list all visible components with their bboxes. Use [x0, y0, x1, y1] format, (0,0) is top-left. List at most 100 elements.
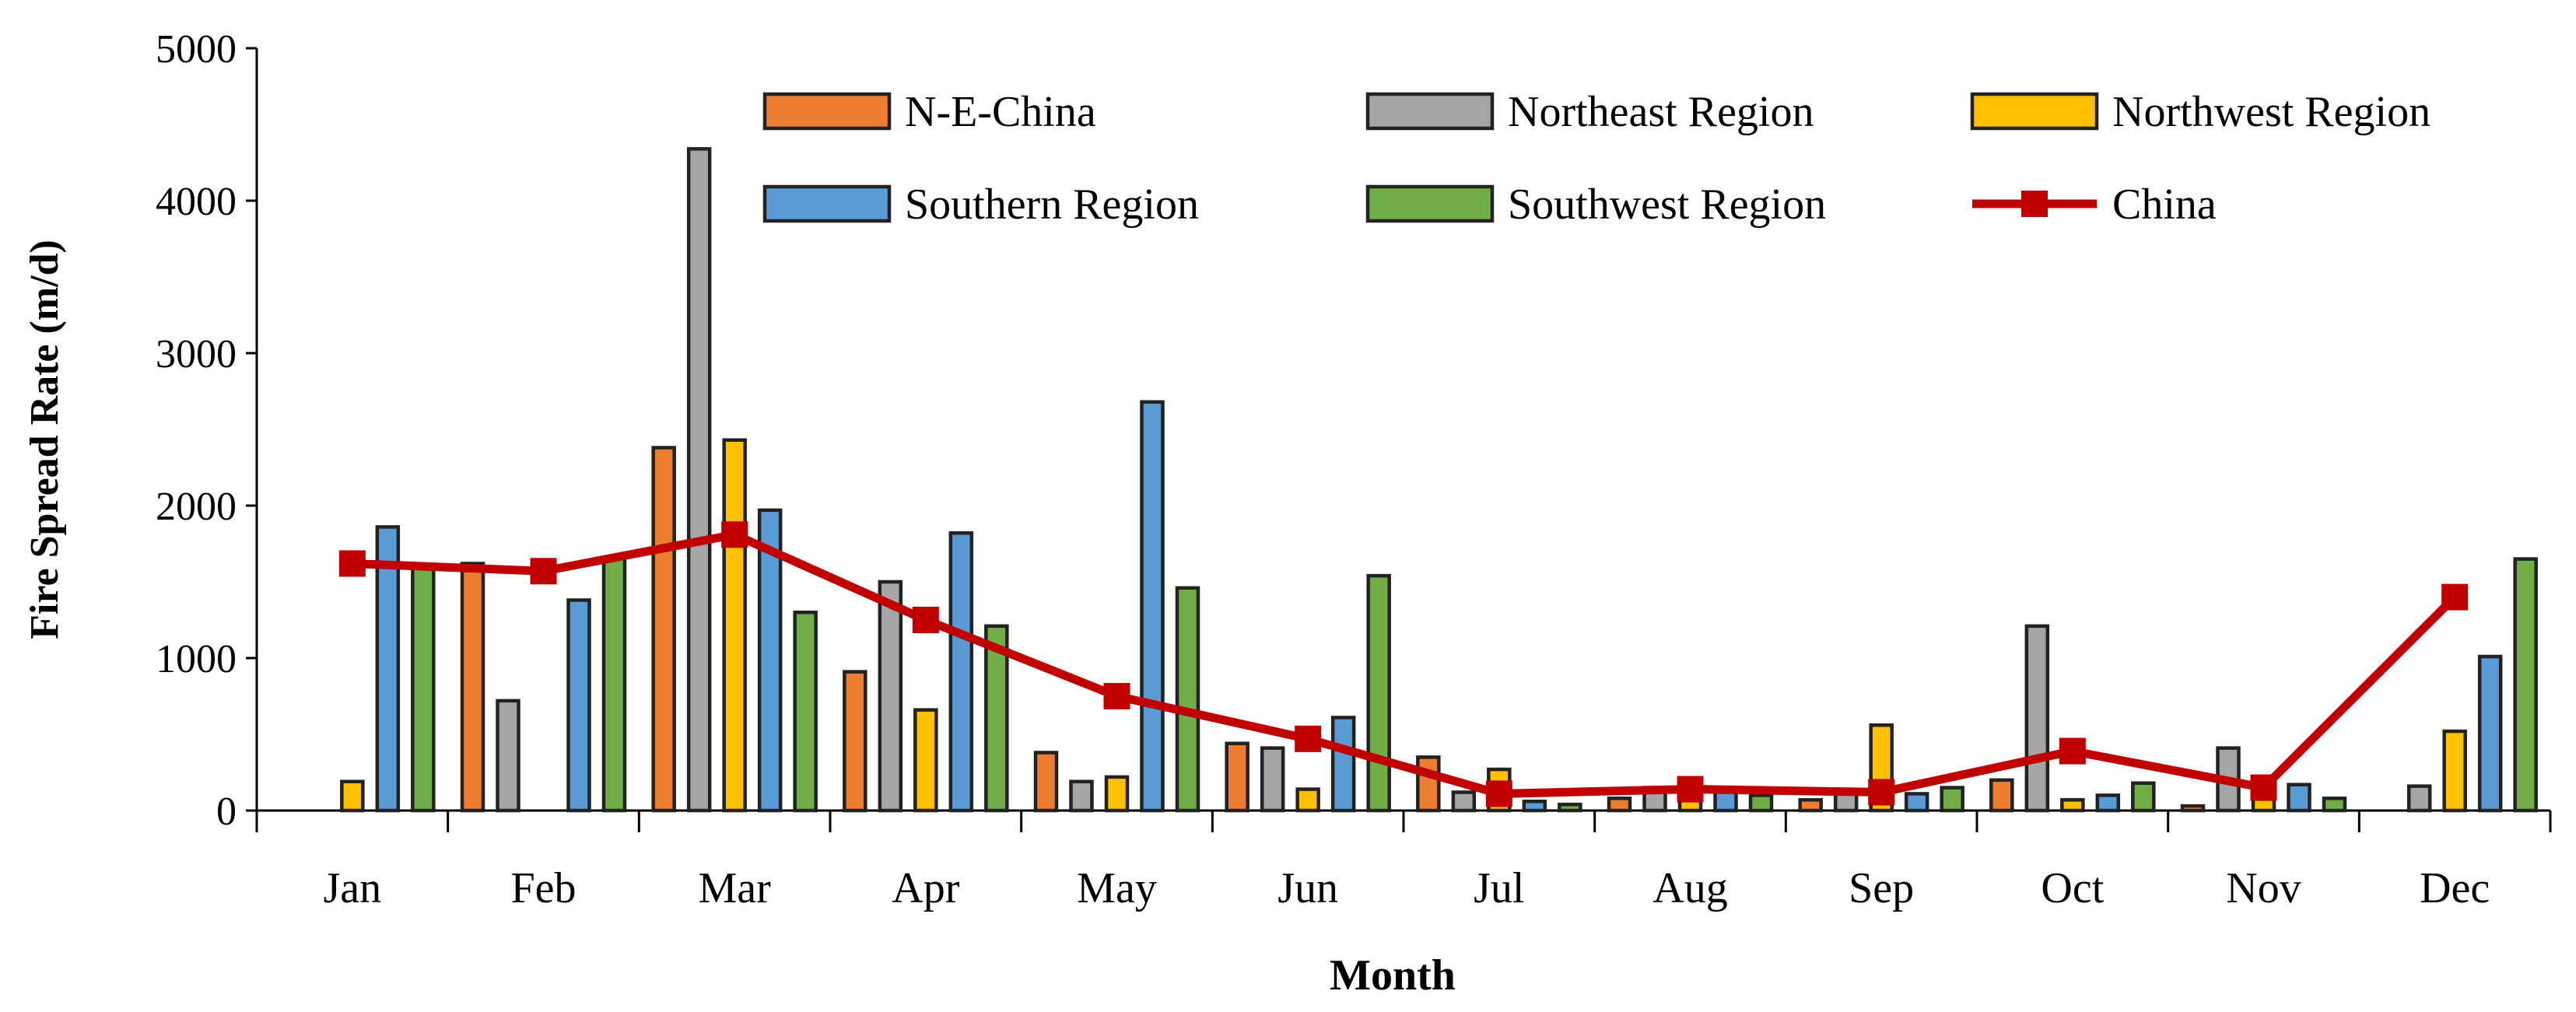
x-tick-label-mar: Mar: [699, 864, 772, 912]
marker-china-may: [1103, 683, 1130, 709]
marker-china-aug: [1677, 776, 1704, 803]
bar-n-e-china-mar: [651, 446, 676, 813]
x-axis-title: Month: [1330, 951, 1456, 1000]
y-tick-label: 4000: [156, 180, 237, 224]
bar-n-e-china-aug: [1607, 797, 1632, 813]
legend-item-northeast-region: Northeast Region: [1365, 88, 1814, 136]
bar-southwest-region-may: [1175, 586, 1200, 813]
series-n-e-china: [460, 446, 2206, 813]
series-southwest-region: [411, 555, 2538, 813]
marker-china-jan: [338, 550, 366, 577]
legend: N-E-China Northeast Region Northwest Regio…: [762, 88, 2431, 229]
bar-southern-region-dec: [2477, 654, 2503, 813]
bar-northwest-region-jan: [340, 779, 365, 813]
china-line-series: [338, 521, 2469, 807]
bar-n-e-china-nov: [2180, 804, 2206, 813]
bar-southern-region-nov: [2287, 783, 2311, 813]
marker-china-apr: [912, 607, 939, 633]
bar-southern-region-sep: [1904, 792, 1929, 813]
bar-southwest-region-aug: [1748, 793, 1774, 813]
x-tick-label-jun: Jun: [1277, 864, 1338, 912]
marker-china-jul: [1485, 780, 1512, 807]
x-tick-label-oct: Oct: [2041, 864, 2104, 912]
bar-northeast-region-oct: [2024, 624, 2050, 813]
y-axis-title: Fire Spread Rate (m/d): [23, 240, 67, 639]
bar-n-e-china-oct: [1989, 778, 2014, 813]
bar-southwest-region-oct: [2131, 781, 2156, 813]
bar-southern-region-jun: [1330, 716, 1356, 813]
x-tick-label-sep: Sep: [1849, 864, 1914, 912]
bar-northwest-region-apr: [913, 708, 938, 813]
marker-china-nov: [2250, 774, 2277, 801]
marker-china-dec: [2441, 583, 2469, 611]
bar-southwest-region-dec: [2513, 557, 2538, 813]
legend-swatch-northeast-region: [1365, 92, 1495, 131]
line-china: [352, 530, 2459, 798]
y-tick-label: 5000: [156, 27, 237, 72]
x-tick-label-feb: Feb: [511, 864, 577, 912]
legend-label-southern-region: Southern Region: [905, 180, 1199, 229]
marker-china-jun: [1295, 725, 1322, 752]
legend-label-china: China: [2112, 180, 2217, 229]
bar-northeast-region-jul: [1451, 790, 1477, 813]
bar-n-e-china-may: [1033, 751, 1059, 813]
bar-southern-region-mar: [757, 508, 783, 813]
bar-n-e-china-apr: [843, 670, 867, 813]
legend-marker-china: [2021, 191, 2048, 217]
bar-northeast-region-apr: [878, 580, 903, 813]
bar-northeast-region-dec: [2406, 784, 2432, 813]
legend-swatch-southern-region: [762, 184, 892, 223]
bar-n-e-china-sep: [1798, 798, 1823, 813]
marker-china-sep: [1868, 779, 1895, 806]
legend-label-northeast-region: Northeast Region: [1508, 88, 1814, 136]
legend-swatch-southwest-region: [1365, 184, 1495, 223]
legend-item-n-e-china: N-E-China: [762, 88, 1096, 136]
bar-southern-region-apr: [948, 531, 974, 813]
bar-southwest-region-jul: [1558, 802, 1582, 813]
bar-series: [340, 147, 2538, 813]
marker-china-oct: [2059, 737, 2086, 765]
y-tick-label: 2000: [156, 485, 237, 529]
bar-southern-region-oct: [2095, 793, 2121, 813]
bar-southwest-region-nov: [2322, 797, 2347, 813]
legend-item-southern-region: Southern Region: [762, 180, 1199, 229]
legend-label-northwest-region: Northwest Region: [2112, 88, 2431, 136]
legend-label-southwest-region: Southwest Region: [1508, 180, 1826, 229]
bar-northeast-region-may: [1069, 779, 1094, 813]
bar-northeast-region-jun: [1260, 746, 1285, 813]
bar-southern-region-may: [1140, 400, 1165, 813]
x-tick-label-nov: Nov: [2226, 864, 2301, 912]
bar-southwest-region-sep: [1940, 786, 1964, 813]
bar-northwest-region-jun: [1295, 787, 1320, 813]
bar-northeast-region-sep: [1833, 792, 1859, 813]
x-tick-label-apr: Apr: [892, 864, 959, 912]
x-tick-label-dec: Dec: [2420, 864, 2490, 912]
bar-southern-region-feb: [566, 598, 591, 813]
x-tick-label-jan: Jan: [324, 864, 382, 912]
series-northwest-region: [340, 438, 2467, 813]
bar-southwest-region-mar: [793, 610, 818, 813]
x-tick-label-jul: Jul: [1474, 864, 1524, 912]
legend-swatch-northwest-region: [1970, 92, 2099, 131]
legend-swatch-n-e-china: [762, 92, 892, 131]
y-tick-label: 3000: [156, 332, 237, 376]
bar-southern-region-jul: [1522, 799, 1547, 813]
bar-northwest-region-may: [1104, 775, 1130, 813]
y-axis: 0 1000 2000 3000 4000 5000: [156, 27, 258, 834]
bar-southwest-region-jan: [411, 563, 436, 813]
marker-china-feb: [530, 558, 557, 585]
y-tick-label: 0: [216, 790, 237, 834]
series-southern-region: [375, 400, 2503, 813]
series-northeast-region: [496, 147, 2432, 813]
x-axis: Jan Feb Mar Apr May Jun Jul Aug Sep Oct Nov Dec: [255, 809, 2552, 912]
bar-n-e-china-feb: [460, 562, 485, 813]
y-tick-label: 1000: [156, 637, 237, 681]
bar-southwest-region-jun: [1366, 573, 1391, 813]
bar-southwest-region-feb: [601, 555, 627, 813]
bar-northwest-region-dec: [2442, 729, 2467, 813]
bar-southern-region-jan: [375, 525, 401, 813]
bar-n-e-china-jul: [1416, 755, 1441, 813]
bar-northeast-region-feb: [496, 699, 520, 813]
bar-northwest-region-oct: [2060, 798, 2085, 813]
